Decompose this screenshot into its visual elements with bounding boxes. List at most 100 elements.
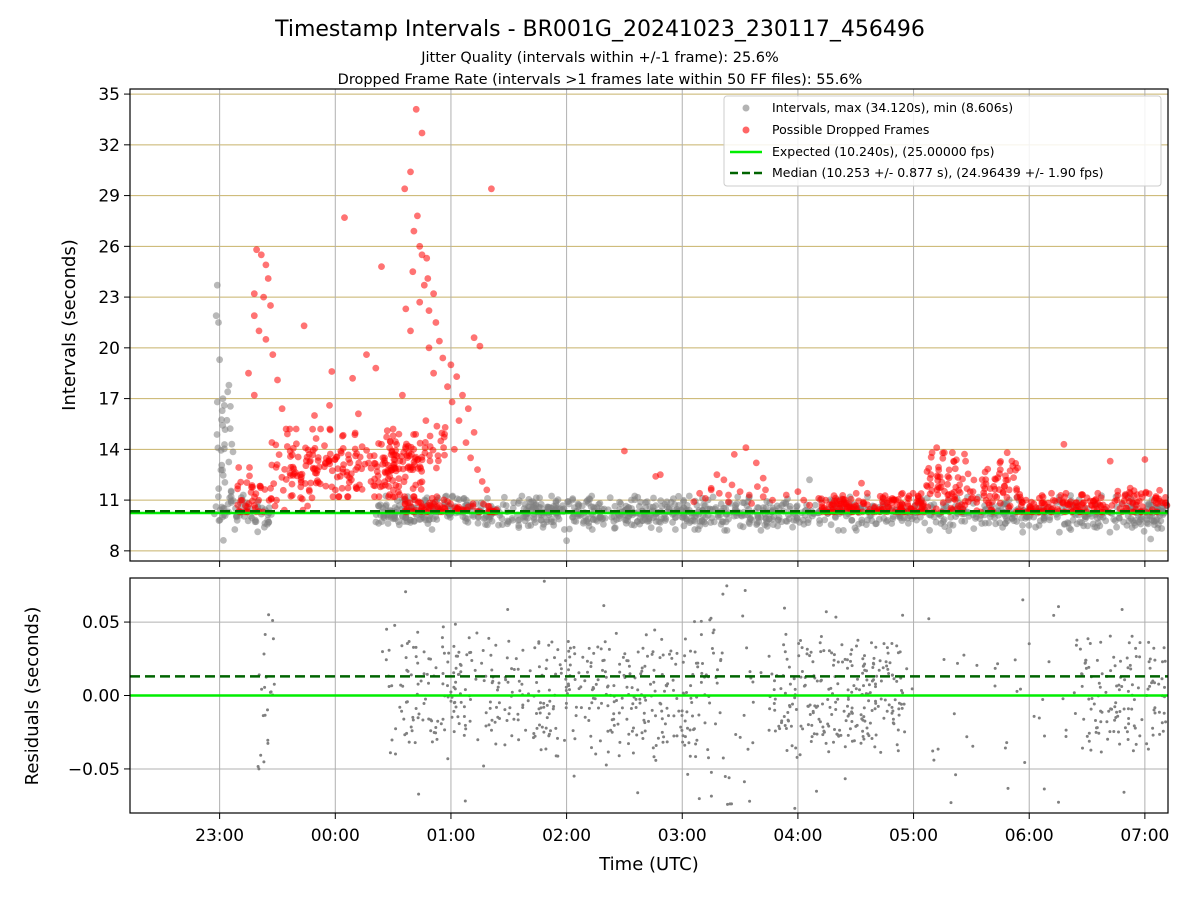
residual-point [635, 733, 639, 737]
residual-point [693, 650, 697, 654]
residual-point [260, 687, 264, 691]
dropped-point [372, 364, 380, 372]
dropped-point [420, 281, 428, 289]
interval-point [539, 523, 547, 531]
residual-point [421, 718, 425, 722]
residual-point [971, 744, 975, 748]
interval-point [1135, 518, 1143, 526]
interval-point [848, 516, 856, 524]
interval-point [592, 516, 600, 523]
residual-point [606, 729, 610, 733]
residual-point [862, 706, 866, 710]
residual-point [905, 667, 909, 671]
interval-point [543, 518, 551, 526]
residual-point [693, 620, 696, 624]
residual-point [1094, 730, 1098, 734]
residual-point [679, 725, 683, 729]
interval-point [985, 519, 993, 527]
top-y-tick-label: 11 [98, 491, 120, 511]
residual-point [742, 713, 746, 717]
residual-point [589, 661, 593, 665]
residual-point [572, 645, 576, 649]
residual-point [1151, 726, 1155, 730]
residual-point [793, 687, 797, 691]
residual-point [505, 656, 509, 660]
residual-point [858, 688, 861, 692]
residual-point [1127, 722, 1131, 726]
residual-point [551, 707, 555, 711]
residual-point [571, 729, 575, 733]
dropped-point [363, 351, 370, 358]
interval-point [372, 518, 380, 526]
dropped-point [917, 499, 925, 507]
interval-point [229, 448, 237, 456]
interval-point [554, 496, 562, 504]
interval-point [566, 525, 573, 533]
residual-point [1140, 718, 1144, 722]
residual-point [424, 697, 427, 701]
residual-point [1080, 672, 1084, 676]
interval-point [380, 512, 387, 520]
residual-point [404, 656, 408, 660]
residual-point [542, 701, 546, 705]
residual-point [1117, 730, 1120, 734]
residual-point [596, 678, 600, 682]
residual-point [638, 701, 642, 705]
dropped-point [401, 500, 409, 508]
interval-point [536, 494, 543, 502]
residual-point [850, 706, 854, 710]
dropped-point [378, 440, 385, 448]
residual-point [639, 672, 643, 676]
residual-point [830, 651, 834, 655]
dropped-point [845, 504, 853, 512]
interval-point [961, 517, 969, 525]
residual-point [674, 662, 678, 666]
residual-point [879, 679, 883, 683]
residual-point [699, 633, 703, 637]
residual-point [890, 705, 894, 709]
interval-point [835, 527, 842, 534]
interval-point [227, 403, 234, 410]
residual-point [993, 684, 997, 688]
dropped-point [1014, 464, 1021, 472]
residual-point [1120, 608, 1124, 611]
dropped-point [479, 500, 487, 508]
dropped-point [407, 168, 414, 176]
dropped-point [851, 502, 859, 509]
residual-point [871, 666, 875, 669]
residual-point [885, 664, 889, 668]
residual-point [468, 719, 472, 723]
residual-point [1083, 661, 1087, 665]
residual-point [558, 663, 562, 667]
dropped-point [278, 405, 286, 413]
residual-point [388, 751, 392, 755]
interval-point [655, 526, 663, 533]
residual-point [666, 682, 670, 686]
interval-point [583, 517, 590, 525]
interval-point [550, 521, 558, 529]
top-y-tick-label: 23 [98, 288, 120, 308]
dropped-point [425, 344, 433, 352]
residual-point [890, 711, 894, 715]
residual-point [441, 672, 445, 675]
dropped-point [455, 417, 463, 424]
interval-point [239, 491, 247, 499]
residual-point [267, 613, 271, 617]
residual-point [1117, 688, 1121, 692]
dropped-point [464, 503, 472, 511]
interval-point [709, 493, 717, 501]
residual-point [405, 731, 409, 735]
dropped-point [418, 129, 426, 137]
dropped-point [234, 485, 242, 493]
dropped-point [371, 459, 378, 467]
dropped-point [1114, 487, 1122, 495]
dropped-point [321, 442, 328, 450]
residual-point [660, 717, 664, 721]
residual-point [512, 717, 516, 721]
residual-point [834, 615, 838, 619]
residual-point [827, 724, 831, 728]
residual-point [821, 733, 825, 737]
residual-point [715, 681, 719, 685]
residual-point [772, 688, 776, 692]
residual-point [463, 688, 467, 692]
